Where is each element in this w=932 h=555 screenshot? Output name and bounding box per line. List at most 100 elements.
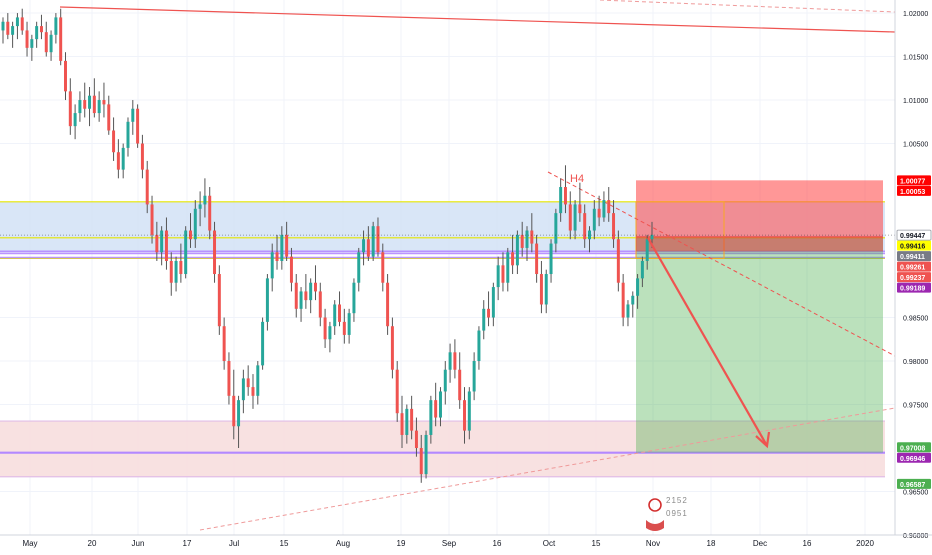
candle	[179, 243, 183, 283]
candle	[275, 234, 279, 270]
candle	[136, 104, 140, 148]
watermark-number: 2152	[666, 496, 688, 505]
candle-body	[145, 169, 149, 205]
candle	[64, 52, 67, 101]
candle	[371, 221, 375, 261]
price-badge: 0.99189	[897, 282, 931, 293]
time-axis-tick-label: Nov	[646, 539, 660, 548]
candle-body	[116, 152, 120, 170]
price-badge: 0.96587	[897, 478, 931, 489]
time-axis-tick-label: 17	[183, 539, 192, 548]
candle-body	[650, 234, 654, 240]
candle-body	[323, 317, 327, 340]
candle-body	[434, 400, 438, 418]
candle-body	[313, 282, 317, 292]
candle-body	[520, 234, 524, 248]
candle-body	[467, 391, 471, 431]
candle-body	[419, 448, 423, 475]
price-axis-tick-label: 0.98500	[903, 316, 928, 323]
candle-body	[20, 17, 24, 31]
candle	[530, 213, 534, 253]
candle-body	[184, 230, 188, 275]
candle	[246, 365, 250, 396]
h4-zone-outline	[635, 201, 725, 259]
candle-body	[400, 413, 404, 435]
candle-body	[429, 400, 433, 435]
candle-body	[15, 17, 19, 27]
candle	[588, 226, 591, 253]
candle	[299, 287, 303, 322]
candle-body	[112, 130, 116, 153]
candle-body	[501, 265, 505, 283]
candle	[188, 213, 192, 248]
candle-body	[49, 34, 53, 53]
candle-body	[73, 113, 77, 127]
price-badge-label: 0.96946	[900, 456, 925, 463]
candle-body	[621, 282, 625, 318]
candle	[496, 256, 500, 301]
candle	[203, 178, 207, 218]
candle	[39, 14, 43, 40]
candle-body	[294, 282, 298, 309]
candle-body	[280, 234, 284, 261]
candle-body	[395, 369, 399, 414]
candle-body	[232, 395, 236, 427]
candle	[49, 30, 53, 61]
price-badge: 1.00077	[897, 175, 931, 186]
candle-body	[612, 213, 616, 240]
candle-body	[563, 187, 567, 205]
candle-body	[443, 369, 447, 392]
candle	[443, 361, 447, 405]
price-axis-tick-label: 1.02000	[903, 11, 928, 18]
candle-body	[602, 200, 606, 218]
candle	[612, 200, 616, 248]
candle	[539, 260, 543, 314]
time-axis-tick-label: Oct	[543, 539, 556, 548]
candle-body	[357, 252, 361, 283]
candle-body	[6, 21, 10, 35]
candle	[11, 21, 15, 48]
candle	[482, 300, 486, 340]
candle-body	[92, 95, 96, 114]
price-badge-label: 1.00053	[900, 189, 925, 196]
candle	[116, 139, 120, 179]
candle	[616, 230, 620, 292]
time-axis-tick-label: Sep	[442, 539, 457, 548]
price-badge-label: 0.99411	[900, 254, 925, 261]
candle	[347, 308, 351, 344]
candle	[261, 317, 265, 370]
candle	[198, 191, 202, 227]
candle-body	[78, 100, 82, 114]
candle	[285, 221, 289, 261]
candle-body	[588, 230, 591, 240]
h4-dashed-trendline	[547, 171, 896, 357]
candle-body	[193, 208, 197, 240]
time-axis-tick-label: Aug	[336, 539, 350, 548]
candle	[227, 352, 231, 405]
candle	[289, 247, 293, 292]
candle	[568, 191, 572, 240]
candle-body	[448, 352, 452, 370]
candle	[607, 187, 611, 222]
candle	[265, 274, 269, 331]
candle	[145, 160, 149, 214]
candle	[405, 404, 409, 444]
candle-body	[371, 226, 375, 257]
candle-body	[487, 308, 491, 318]
candle-body	[97, 100, 101, 114]
candle	[491, 282, 495, 327]
candle	[544, 269, 548, 314]
candle	[453, 339, 457, 379]
candle-body	[573, 204, 577, 231]
candle	[501, 252, 505, 292]
candle-body	[535, 243, 539, 275]
price-badge-bg	[897, 282, 931, 293]
price-badge-label: 0.99237	[900, 275, 925, 282]
price-badge-bg	[897, 452, 931, 463]
candle-body	[64, 60, 67, 92]
candle-body	[270, 252, 274, 279]
candle	[1, 17, 5, 44]
candle	[222, 317, 226, 370]
